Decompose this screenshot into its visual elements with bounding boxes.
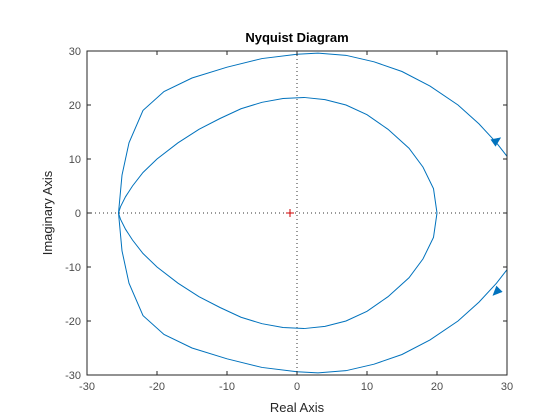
direction-arrow-1 xyxy=(490,137,502,147)
series-group xyxy=(118,52,507,374)
y-tick-label: -10 xyxy=(65,262,81,274)
y-tick-label: 10 xyxy=(69,154,81,166)
y-axis-label: Imaginary Axis xyxy=(40,170,55,255)
critical-point-marker xyxy=(286,209,294,217)
x-tick-label: -10 xyxy=(219,381,235,393)
x-axis-label: Real Axis xyxy=(270,400,325,415)
x-tick-label: 20 xyxy=(431,381,443,393)
y-axis-ticks: -30 -20 -10 0 10 20 30 xyxy=(65,46,507,382)
y-tick-label: -20 xyxy=(65,316,81,328)
x-tick-label: 10 xyxy=(361,381,373,393)
x-tick-label: -30 xyxy=(79,381,95,393)
nyquist-curve-4 xyxy=(118,52,507,214)
direction-arrow-2 xyxy=(492,285,503,296)
x-axis-ticks: -30 -20 -10 0 10 20 30 xyxy=(79,51,513,393)
y-tick-label: 0 xyxy=(75,208,81,220)
arrow-head xyxy=(492,285,503,296)
nyquist-curve-1 xyxy=(118,212,438,330)
y-tick-label: 20 xyxy=(69,100,81,112)
x-tick-label: 30 xyxy=(501,381,513,393)
arrow-head xyxy=(490,137,502,147)
nyquist-curve-3 xyxy=(118,212,507,374)
x-tick-label: 0 xyxy=(294,381,300,393)
nyquist-curve-2 xyxy=(118,96,438,214)
y-tick-label: 30 xyxy=(69,46,81,58)
direction-arrows xyxy=(490,137,503,296)
chart-title: Nyquist Diagram xyxy=(245,30,348,45)
x-tick-label: -20 xyxy=(149,381,165,393)
y-tick-label: -30 xyxy=(65,370,81,382)
